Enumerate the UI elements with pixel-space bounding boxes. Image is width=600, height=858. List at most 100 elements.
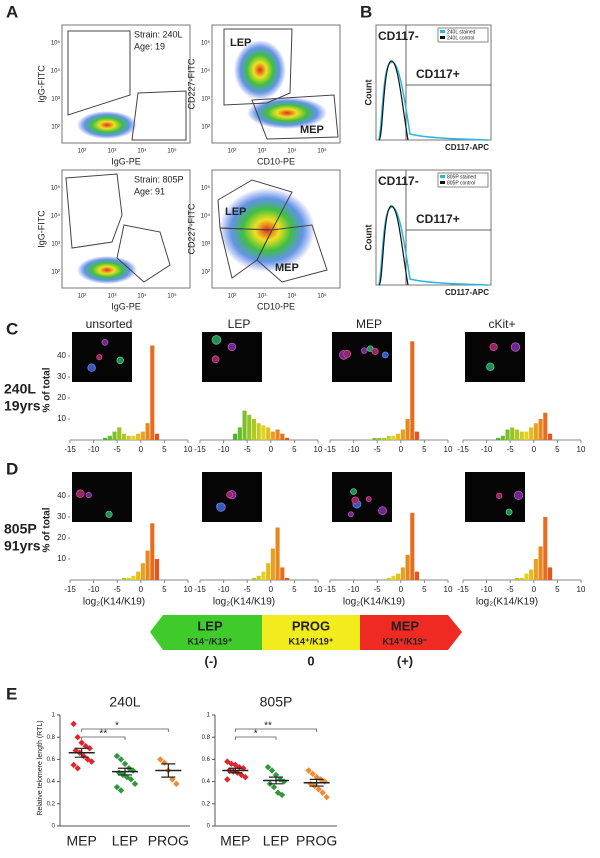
bar — [131, 575, 136, 580]
x-axis-label: log₂(K14/K19) — [83, 597, 145, 608]
significance-bracket — [81, 728, 169, 732]
column-title: MEP — [356, 317, 382, 331]
bar — [284, 437, 290, 440]
point — [115, 769, 123, 776]
y-tick-label: 0.8 — [202, 735, 211, 741]
cell — [513, 490, 524, 500]
x-axis-label: CD10-PE — [257, 156, 295, 166]
legend-swatch — [440, 175, 445, 178]
point — [82, 742, 89, 750]
cell — [211, 335, 222, 345]
y-tick-label: 20 — [57, 533, 66, 542]
y-tick-label: 10² — [51, 270, 60, 276]
strain: Strain: 805P — [134, 174, 184, 184]
row-label: 19yrs — [4, 398, 41, 414]
significance-bracket — [234, 736, 277, 740]
y-axis-label: CD227-FITC — [186, 203, 196, 255]
point — [127, 776, 135, 783]
bar — [538, 546, 543, 580]
bar — [543, 412, 548, 440]
bar — [514, 577, 520, 580]
x-tick-label: 10 — [184, 445, 193, 454]
bar — [256, 423, 261, 440]
cell — [347, 511, 354, 518]
x-tick-label: 10² — [78, 294, 87, 300]
point — [323, 793, 330, 801]
y-tick-label: 0.4 — [202, 779, 211, 785]
bar — [126, 577, 131, 580]
point — [236, 763, 243, 771]
x-tick-label: MEP — [66, 833, 96, 849]
panel-label: E — [6, 684, 17, 703]
y-tick-label: 0.6 — [202, 757, 211, 763]
y-tick-label: 10 — [57, 414, 66, 423]
bar — [145, 550, 150, 580]
bar — [524, 431, 529, 440]
legend-swatch — [440, 36, 445, 39]
x-axis-label: CD10-PE — [257, 301, 295, 311]
bar — [500, 435, 505, 440]
cell — [496, 492, 503, 499]
y-tick-label: 10³ — [201, 242, 210, 248]
micrograph — [465, 332, 525, 382]
bar — [270, 431, 275, 440]
point — [173, 780, 180, 788]
cell — [351, 496, 360, 505]
x-tick-label: 10³ — [258, 294, 267, 300]
y-tick-label: 1 — [52, 713, 56, 719]
cell — [87, 363, 96, 372]
bar — [529, 427, 534, 440]
column-title: cKit+ — [488, 317, 515, 331]
x-tick-label: -15 — [194, 585, 206, 594]
x-axis-label: log₂(K14/K19) — [213, 597, 275, 608]
bar — [256, 575, 261, 580]
x-tick-label: 10² — [228, 149, 237, 155]
point — [232, 761, 239, 769]
point — [74, 734, 81, 741]
bar — [386, 435, 391, 440]
scale-prog — [262, 615, 360, 650]
gate-label: CD117+ — [416, 212, 460, 226]
significance-label: ** — [264, 721, 272, 732]
y-tick-label: 10⁴ — [51, 68, 61, 75]
point — [121, 760, 129, 768]
point — [117, 756, 125, 763]
bar — [396, 433, 401, 440]
x-tick-label: PROG — [148, 833, 189, 849]
point — [238, 771, 245, 779]
y-tick-label: 0 — [52, 824, 56, 830]
x-tick-label: -15 — [324, 585, 336, 594]
point — [280, 778, 288, 785]
bar — [266, 563, 271, 580]
cell — [381, 351, 389, 359]
scale-mep — [360, 615, 462, 650]
bar — [400, 429, 405, 440]
x-tick-label: -5 — [507, 585, 515, 594]
bar — [275, 527, 280, 580]
y-tick-label: 20 — [57, 393, 66, 402]
bar — [270, 548, 275, 580]
significance-bracket — [81, 736, 126, 740]
x-tick-label: 10⁴ — [137, 148, 147, 155]
x-tick-label: 10⁴ — [287, 148, 297, 155]
x-tick-label: -10 — [88, 585, 100, 594]
point — [70, 761, 77, 769]
cell — [510, 342, 521, 352]
cell — [227, 342, 237, 352]
x-tick-label: -5 — [244, 445, 252, 454]
x-tick-label: 10 — [577, 585, 586, 594]
bar — [237, 427, 242, 440]
scale-sign: (-) — [205, 653, 218, 668]
x-tick-label: -10 — [218, 585, 230, 594]
x-tick-label: -15 — [194, 445, 206, 454]
point — [70, 720, 77, 728]
bar — [266, 427, 271, 440]
bar — [131, 435, 136, 440]
error-bar — [309, 778, 324, 787]
x-axis-label: IgG-PE — [111, 156, 141, 166]
x-tick-label: 10 — [444, 585, 453, 594]
x-tick-label: 10 — [444, 445, 453, 454]
x-tick-label: 5 — [555, 445, 560, 454]
y-tick-label: 40 — [57, 351, 66, 360]
bar — [519, 431, 524, 440]
